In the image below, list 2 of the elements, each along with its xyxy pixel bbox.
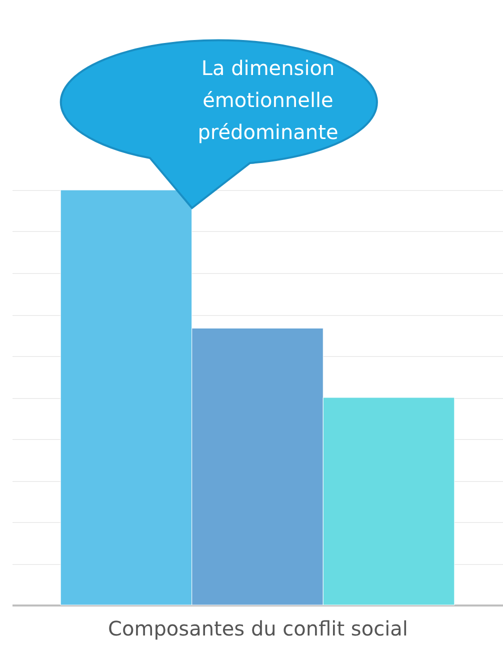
x-axis-title: Composantes du conflit social xyxy=(108,616,408,640)
text: La dimension émotionnelle prédominante xyxy=(196,55,340,146)
